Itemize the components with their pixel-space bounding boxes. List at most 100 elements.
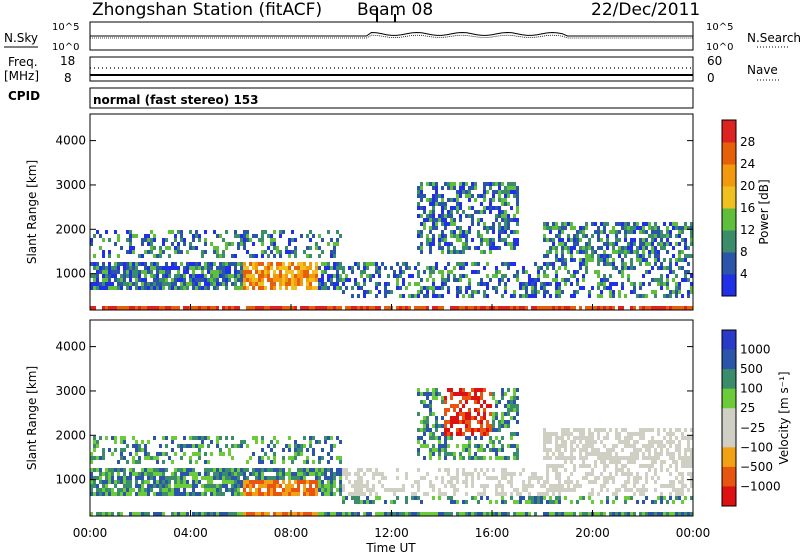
heatmap-cell xyxy=(282,278,285,282)
heatmap-cell xyxy=(669,262,672,266)
heatmap-cell xyxy=(195,512,198,516)
heatmap-cell xyxy=(549,262,552,266)
heatmap-cell xyxy=(501,392,504,396)
heatmap-cell xyxy=(456,472,459,476)
heatmap-cell xyxy=(648,456,651,460)
heatmap-cell xyxy=(129,492,132,496)
heatmap-cell xyxy=(303,480,306,484)
heatmap-cell xyxy=(588,428,591,432)
heatmap-cell xyxy=(396,512,399,516)
heatmap-cell xyxy=(648,222,651,226)
heatmap-cell xyxy=(657,226,660,230)
heatmap-cell xyxy=(378,290,381,294)
heatmap-cell xyxy=(615,230,618,234)
heatmap-cell xyxy=(519,492,522,496)
heatmap-cell xyxy=(306,456,309,460)
heatmap-cell xyxy=(351,270,354,274)
heatmap-cell xyxy=(141,270,144,274)
heatmap-cell xyxy=(567,270,570,274)
colorbar-segment xyxy=(722,388,736,409)
heatmap-cell xyxy=(195,274,198,278)
heatmap-cell xyxy=(204,468,207,472)
heatmap-cell xyxy=(672,290,675,294)
heatmap-cell xyxy=(324,512,327,516)
heatmap-cell xyxy=(657,456,660,460)
heatmap-cell xyxy=(618,306,621,310)
heatmap-cell xyxy=(534,306,537,310)
heatmap-cell xyxy=(567,222,570,226)
heatmap-cell xyxy=(264,452,267,456)
heatmap-cell xyxy=(651,440,654,444)
heatmap-cell xyxy=(492,238,495,242)
heatmap-cell xyxy=(90,472,93,476)
heatmap-cell xyxy=(504,274,507,278)
heatmap-cell xyxy=(240,492,243,496)
heatmap-cell xyxy=(444,432,447,436)
heatmap-cell xyxy=(588,258,591,262)
heatmap-cell xyxy=(513,190,516,194)
heatmap-cell xyxy=(117,286,120,290)
heatmap-cell xyxy=(435,222,438,226)
heatmap-cell xyxy=(417,246,420,250)
heatmap-cell xyxy=(165,492,168,496)
heatmap-cell xyxy=(456,488,459,492)
heatmap-cell xyxy=(291,250,294,254)
heatmap-cell xyxy=(141,476,144,480)
heatmap-cell xyxy=(474,436,477,440)
heatmap-cell xyxy=(501,420,504,424)
heatmap-cell xyxy=(525,306,528,310)
heatmap-cell xyxy=(606,258,609,262)
heatmap-cell xyxy=(108,286,111,290)
heatmap-cell xyxy=(138,492,141,496)
heatmap-cell xyxy=(561,290,564,294)
heatmap-cell xyxy=(405,286,408,290)
heatmap-cell xyxy=(465,512,468,516)
heatmap-cell xyxy=(534,290,537,294)
heatmap-cell xyxy=(294,452,297,456)
heatmap-cell xyxy=(498,198,501,202)
heatmap-cell xyxy=(96,512,99,516)
heatmap-cell xyxy=(678,230,681,234)
heatmap-cell xyxy=(177,468,180,472)
heatmap-cell xyxy=(531,500,534,504)
heatmap-cell xyxy=(447,428,450,432)
heatmap-cell xyxy=(441,432,444,436)
heatmap-cell xyxy=(507,190,510,194)
heatmap-cell xyxy=(675,428,678,432)
heatmap-cell xyxy=(630,266,633,270)
heatmap-cell xyxy=(126,230,129,234)
heatmap-cell xyxy=(282,460,285,464)
heatmap-cell xyxy=(492,420,495,424)
heatmap-cell xyxy=(555,488,558,492)
heatmap-cell xyxy=(264,476,267,480)
heatmap-cell xyxy=(453,234,456,238)
heatmap-cell xyxy=(336,238,339,242)
heatmap-cell xyxy=(126,492,129,496)
heatmap-cell xyxy=(225,282,228,286)
xtick-label: 00:00 xyxy=(676,526,711,540)
heatmap-cell xyxy=(666,484,669,488)
heatmap-cell xyxy=(441,202,444,206)
heatmap-cell xyxy=(501,416,504,420)
heatmap-cell xyxy=(558,452,561,456)
heatmap-cell xyxy=(294,274,297,278)
heatmap-cell xyxy=(138,456,141,460)
xtick-label: 00:00 xyxy=(73,526,108,540)
heatmap-cell xyxy=(642,488,645,492)
heatmap-cell xyxy=(678,254,681,258)
heatmap-cell xyxy=(267,488,270,492)
heatmap-cell xyxy=(231,456,234,460)
heatmap-cell xyxy=(177,230,180,234)
heatmap-cell xyxy=(435,420,438,424)
heatmap-cell xyxy=(321,286,324,290)
heatmap-cell xyxy=(129,246,132,250)
heatmap-cell xyxy=(90,488,93,492)
heatmap-cell xyxy=(273,238,276,242)
heatmap-cell xyxy=(453,278,456,282)
heatmap-cell xyxy=(417,392,420,396)
heatmap-cell xyxy=(684,242,687,246)
heatmap-cell xyxy=(549,294,552,298)
heatmap-cell xyxy=(417,214,420,218)
heatmap-cell xyxy=(474,392,477,396)
